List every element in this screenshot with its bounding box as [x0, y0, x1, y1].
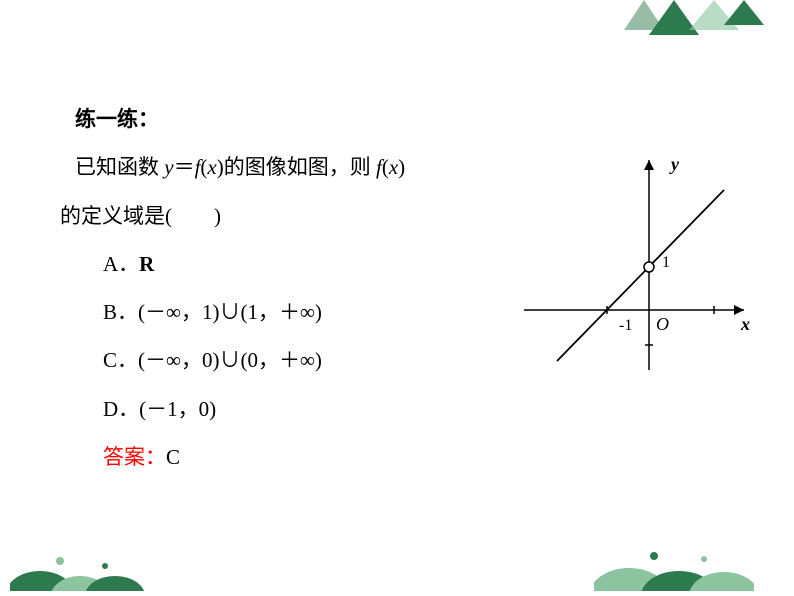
practice-title: 练一练：: [75, 95, 734, 143]
origin-label: O: [656, 314, 669, 334]
y-axis-label: y: [669, 154, 680, 174]
answer-value: C: [166, 445, 180, 469]
x-axis-label: x: [740, 314, 750, 334]
option-d: D．(－1，0): [75, 385, 734, 433]
decoration-top-right: [624, 0, 774, 40]
function-graph: y x O -1 1: [519, 150, 759, 380]
answer-row: 答案：C: [75, 433, 734, 481]
decoration-bottom-left: [10, 546, 150, 596]
decoration-bottom-right: [594, 541, 754, 596]
x-tick-neg1: -1: [619, 317, 632, 334]
answer-label: 答案：: [75, 445, 166, 469]
y-tick-1: 1: [662, 254, 670, 271]
